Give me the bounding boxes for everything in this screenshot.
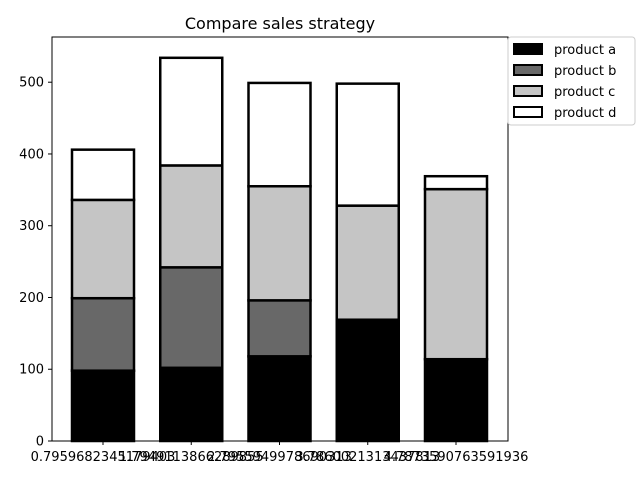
legend-label-product-d: product d [554,106,616,121]
bar-product-d-0 [70,148,136,202]
y-tick-label: 0 [36,435,44,450]
y-tick-label: 200 [19,291,44,306]
x-tick-label: 4.7873590763591936 [384,450,529,465]
bars-group [70,56,489,443]
x-tick-label: 3.7860021313437813 [295,450,440,465]
bar-product-a-0 [70,369,136,443]
bar-product-b-1 [159,266,224,370]
legend-swatch-product-d [513,106,543,118]
bar-product-b-2 [247,299,312,358]
x-tick-label: 1.7949113866289855 [119,450,264,465]
legend-swatch-product-c [513,85,543,97]
bar-product-c-4 [423,187,489,361]
y-tick-label: 400 [19,147,44,162]
x-tick-label: 2.7955949978690313 [207,450,352,465]
bar-product-a-4 [423,357,489,443]
bar-product-c-2 [247,185,312,302]
y-tick-label: 300 [19,219,44,234]
legend-swatch-product-b [513,64,543,76]
bar-product-c-3 [335,204,400,321]
bar-product-b-0 [70,296,136,372]
bar-product-d-2 [247,81,312,188]
chart-title: Compare sales strategy [185,14,375,33]
legend-swatch-product-a [513,43,543,55]
bar-product-a-1 [159,366,224,443]
x-axis: 0.79596823451794031.79491138662898552.79… [31,441,529,465]
legend-label-product-b: product b [554,64,616,79]
legend-label-product-c: product c [554,85,615,100]
bar-product-c-0 [70,198,136,300]
bar-product-d-4 [423,174,489,191]
legend-box [507,36,636,126]
y-axis: 0 100 200 300 400 500 [19,76,52,450]
y-tick-label: 500 [19,76,44,91]
x-tick-label: 0.7959682345179403 [31,450,176,465]
bar-product-d-3 [335,82,400,207]
bar-product-c-1 [159,164,224,269]
legend: product a product b product c product d [507,36,636,126]
legend-label-product-a: product a [554,43,616,58]
bar-product-a-2 [247,355,312,443]
y-tick-label: 100 [19,363,44,378]
bar-product-a-3 [335,318,400,443]
bar-product-d-1 [159,56,224,167]
